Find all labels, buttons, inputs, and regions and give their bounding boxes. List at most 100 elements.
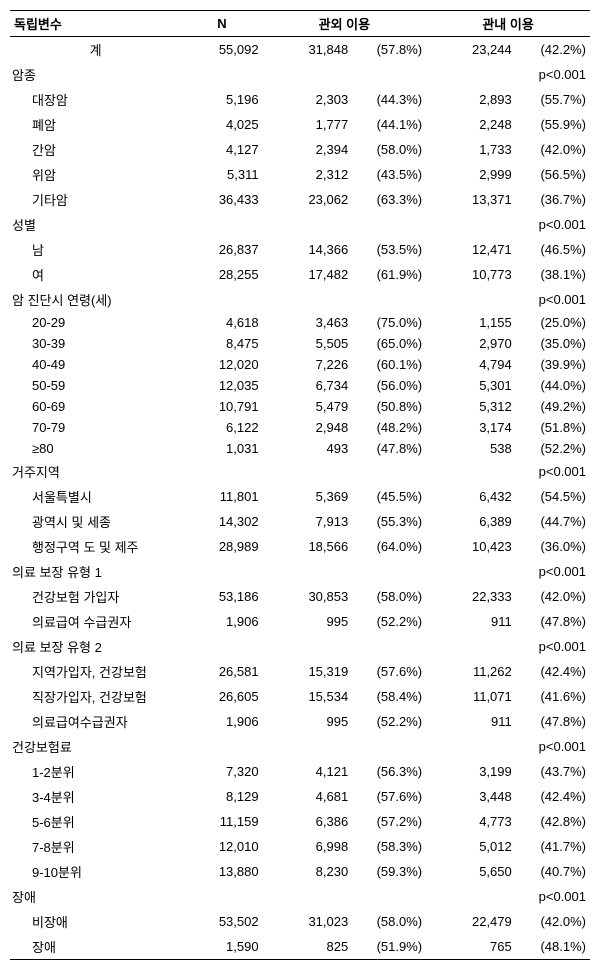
- total-out-n: 31,848: [263, 37, 353, 63]
- row-label: 의료급여수급권자: [10, 709, 181, 734]
- row-in-n: 4,794: [426, 354, 516, 375]
- data-row: 지역가입자, 건강보험26,58115,319(57.6%)11,262(42.…: [10, 659, 590, 684]
- row-in-n: 11,262: [426, 659, 516, 684]
- row-out-n: 2,394: [263, 137, 353, 162]
- row-out-p: (58.0%): [352, 137, 426, 162]
- row-label: 비장애: [10, 909, 181, 934]
- empty: [426, 459, 516, 484]
- row-out-n: 7,226: [263, 354, 353, 375]
- row-n: 12,035: [181, 375, 262, 396]
- section-title: 성별: [10, 212, 181, 237]
- row-n: 1,906: [181, 609, 262, 634]
- section-title: 장애: [10, 884, 181, 909]
- data-row: 위암5,3112,312(43.5%)2,999(56.5%): [10, 162, 590, 187]
- row-label: 1-2분위: [10, 759, 181, 784]
- data-row: 9-10분위13,8808,230(59.3%)5,650(40.7%): [10, 859, 590, 884]
- data-row: 5-6분위11,1596,386(57.2%)4,773(42.8%): [10, 809, 590, 834]
- row-in-p: (36.7%): [516, 187, 590, 212]
- row-in-p: (44.0%): [516, 375, 590, 396]
- row-label: 5-6분위: [10, 809, 181, 834]
- row-out-p: (45.5%): [352, 484, 426, 509]
- data-row: 남26,83714,366(53.5%)12,471(46.5%): [10, 237, 590, 262]
- data-row: 50-5912,0356,734(56.0%)5,301(44.0%): [10, 375, 590, 396]
- row-label: 7-8분위: [10, 834, 181, 859]
- empty: [263, 634, 353, 659]
- row-n: 4,025: [181, 112, 262, 137]
- row-in-p: (35.0%): [516, 333, 590, 354]
- row-out-n: 14,366: [263, 237, 353, 262]
- empty: [263, 212, 353, 237]
- empty: [181, 634, 262, 659]
- row-out-n: 5,369: [263, 484, 353, 509]
- data-row: 1-2분위7,3204,121(56.3%)3,199(43.7%): [10, 759, 590, 784]
- section-row: 암종p<0.001: [10, 62, 590, 87]
- row-in-n: 3,448: [426, 784, 516, 809]
- row-out-p: (58.3%): [352, 834, 426, 859]
- row-n: 4,618: [181, 312, 262, 333]
- data-row: 폐암4,0251,777(44.1%)2,248(55.9%): [10, 112, 590, 137]
- header-out: 관외 이용: [263, 11, 427, 37]
- row-n: 28,255: [181, 262, 262, 287]
- header-n: N: [181, 11, 262, 37]
- row-in-p: (42.4%): [516, 659, 590, 684]
- row-in-n: 4,773: [426, 809, 516, 834]
- row-out-p: (61.9%): [352, 262, 426, 287]
- section-pval: p<0.001: [516, 62, 590, 87]
- row-in-n: 5,650: [426, 859, 516, 884]
- row-in-n: 1,733: [426, 137, 516, 162]
- empty: [426, 287, 516, 312]
- row-in-p: (47.8%): [516, 709, 590, 734]
- row-in-p: (42.0%): [516, 137, 590, 162]
- section-title: 건강보험료: [10, 734, 181, 759]
- row-label: 여: [10, 262, 181, 287]
- row-n: 7,320: [181, 759, 262, 784]
- row-out-n: 1,777: [263, 112, 353, 137]
- section-pval: p<0.001: [516, 459, 590, 484]
- row-n: 26,605: [181, 684, 262, 709]
- header-var: 독립변수: [10, 11, 181, 37]
- row-in-n: 11,071: [426, 684, 516, 709]
- row-label: 의료급여 수급권자: [10, 609, 181, 634]
- row-out-n: 3,463: [263, 312, 353, 333]
- section-pval: p<0.001: [516, 734, 590, 759]
- row-label: 건강보험 가입자: [10, 584, 181, 609]
- row-n: 1,590: [181, 934, 262, 960]
- row-in-p: (41.7%): [516, 834, 590, 859]
- empty: [352, 634, 426, 659]
- empty: [352, 287, 426, 312]
- row-n: 53,502: [181, 909, 262, 934]
- row-out-p: (44.3%): [352, 87, 426, 112]
- row-label: 행정구역 도 및 제주: [10, 534, 181, 559]
- row-in-n: 2,970: [426, 333, 516, 354]
- row-in-p: (54.5%): [516, 484, 590, 509]
- row-in-n: 22,333: [426, 584, 516, 609]
- empty: [352, 559, 426, 584]
- row-out-p: (43.5%): [352, 162, 426, 187]
- row-n: 53,186: [181, 584, 262, 609]
- row-in-p: (25.0%): [516, 312, 590, 333]
- empty: [181, 212, 262, 237]
- row-label: 20-29: [10, 312, 181, 333]
- empty: [263, 559, 353, 584]
- row-out-n: 7,913: [263, 509, 353, 534]
- row-out-p: (57.2%): [352, 809, 426, 834]
- row-out-n: 2,303: [263, 87, 353, 112]
- row-in-n: 3,199: [426, 759, 516, 784]
- empty: [181, 62, 262, 87]
- empty: [263, 734, 353, 759]
- row-label: 기타암: [10, 187, 181, 212]
- empty: [426, 62, 516, 87]
- row-out-n: 825: [263, 934, 353, 960]
- empty: [352, 62, 426, 87]
- row-out-p: (60.1%): [352, 354, 426, 375]
- data-row: ≥801,031493(47.8%)538(52.2%): [10, 438, 590, 459]
- section-pval: p<0.001: [516, 212, 590, 237]
- row-out-p: (55.3%): [352, 509, 426, 534]
- row-label: 장애: [10, 934, 181, 960]
- row-n: 4,127: [181, 137, 262, 162]
- row-label: 30-39: [10, 333, 181, 354]
- empty: [263, 62, 353, 87]
- data-row: 여28,25517,482(61.9%)10,773(38.1%): [10, 262, 590, 287]
- row-out-n: 995: [263, 709, 353, 734]
- row-out-n: 18,566: [263, 534, 353, 559]
